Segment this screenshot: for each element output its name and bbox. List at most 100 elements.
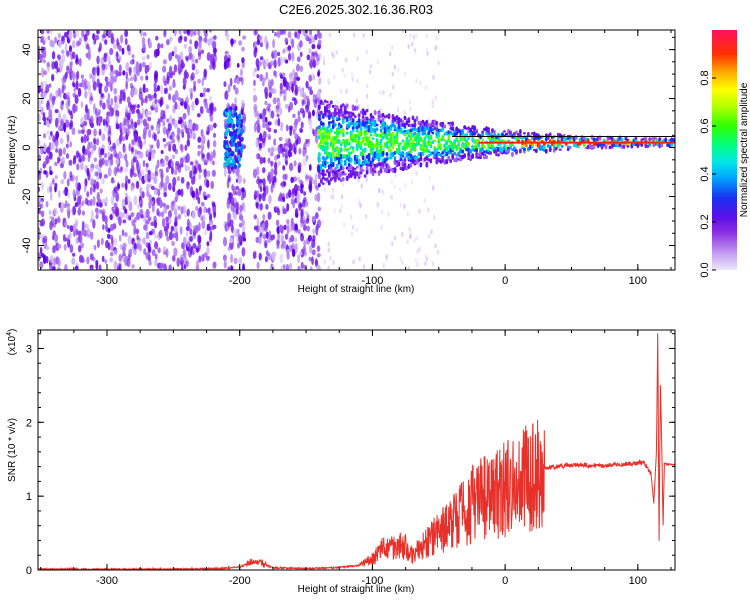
heatmap-cell (38, 149, 41, 156)
heatmap-cell (279, 253, 284, 264)
heatmap-cell (195, 191, 199, 200)
heatmap-cell (225, 143, 229, 149)
heatmap-cell (415, 32, 418, 38)
heatmap-cell (284, 59, 289, 64)
heatmap-cell (491, 144, 494, 148)
heatmap-cell (193, 80, 197, 86)
heatmap-cell (277, 232, 281, 241)
heatmap-cell (333, 74, 336, 80)
heatmap-cell (132, 104, 137, 109)
heatmap-cell (64, 71, 68, 79)
heatmap-cell (355, 128, 359, 133)
heatmap-cell (198, 186, 202, 196)
heatmap-cell (658, 137, 662, 142)
heatmap-cell (351, 112, 355, 116)
heatmap-cell (343, 172, 347, 176)
heatmap-cell (276, 97, 280, 103)
heatmap-cell (186, 181, 190, 190)
heatmap-cell (48, 151, 53, 160)
heatmap-cell (409, 233, 412, 239)
heatmap-cell (425, 256, 429, 262)
heatmap-cell (289, 151, 293, 157)
heatmap-cell (115, 69, 120, 78)
x-tick-label: 0 (502, 575, 508, 587)
heatmap-cell (439, 143, 443, 148)
heatmap-cell (439, 137, 443, 142)
heatmap-cell (224, 151, 228, 157)
heatmap-cell (198, 173, 202, 180)
heatmap-cell (337, 117, 341, 121)
heatmap-cell (413, 237, 417, 243)
heatmap-cell (335, 105, 339, 111)
heatmap-cell (286, 226, 290, 235)
heatmap-cell (57, 258, 61, 267)
heatmap-cell (203, 98, 208, 103)
heatmap-cell (145, 110, 149, 120)
heatmap-cell (367, 156, 371, 161)
heatmap-cell (57, 215, 61, 224)
heatmap-cell (409, 162, 413, 168)
heatmap-cell (409, 230, 412, 236)
heatmap-cell (293, 176, 298, 182)
heatmap-cell (241, 57, 245, 64)
heatmap-cell (197, 78, 201, 84)
heatmap-cell (403, 115, 407, 121)
heatmap-cell (301, 199, 307, 208)
heatmap-cell (330, 194, 333, 200)
heatmap-cell (297, 176, 301, 182)
heatmap-cell (355, 154, 359, 158)
heatmap-cell (345, 178, 349, 181)
x-tick-label: 0 (502, 275, 508, 287)
heatmap-cell (435, 147, 439, 153)
heatmap-cell (154, 106, 159, 113)
heatmap-cell (327, 136, 331, 140)
heatmap-cell (306, 54, 311, 61)
heatmap-cell (503, 130, 506, 133)
colorbar-title: Normalized spectral amplitude (739, 82, 750, 217)
heatmap-cell (129, 104, 134, 111)
heatmap-cell (235, 118, 239, 124)
heatmap-cell (167, 209, 172, 219)
heatmap-cell (113, 75, 117, 83)
heatmap-cell (75, 54, 79, 63)
heatmap-cell (268, 92, 273, 99)
heatmap-cell (350, 141, 353, 147)
heatmap-cell (98, 46, 101, 53)
heatmap-cell (151, 228, 156, 235)
heatmap-cell (51, 73, 55, 82)
heatmap-cell (110, 76, 114, 86)
heatmap-cell (162, 75, 166, 84)
heatmap-cell (83, 30, 87, 35)
heatmap-cell (45, 156, 50, 164)
heatmap-cell (224, 50, 229, 55)
heatmap-cell (151, 94, 155, 100)
heatmap-cell (455, 137, 459, 143)
heatmap-cell (497, 153, 500, 157)
heatmap-cell (155, 35, 159, 41)
heatmap-cell (357, 166, 360, 172)
heatmap-cell (278, 224, 282, 233)
heatmap-cell (414, 258, 418, 264)
heatmap-cell (252, 94, 258, 103)
heatmap-cell (419, 156, 423, 162)
heatmap-cell (644, 136, 648, 141)
heatmap-cell (75, 30, 80, 38)
heatmap-cell (424, 254, 428, 260)
heatmap-cell (241, 225, 246, 233)
snr-exponent-label: (x104) (6, 329, 18, 356)
heatmap-cell (95, 138, 100, 146)
heatmap-cell (364, 213, 368, 219)
heatmap-cell (188, 45, 192, 53)
heatmap-cell (153, 92, 157, 99)
heatmap-cell (168, 217, 172, 225)
heatmap-cell (72, 80, 75, 87)
heatmap-cell (148, 260, 152, 266)
heatmap-cell (317, 70, 320, 77)
heatmap-cell (171, 131, 175, 140)
heatmap-cell (284, 37, 289, 43)
heatmap-cell (153, 233, 159, 239)
heatmap-cell (408, 99, 412, 105)
heatmap-cell (267, 255, 271, 261)
heatmap-cell (107, 151, 111, 158)
